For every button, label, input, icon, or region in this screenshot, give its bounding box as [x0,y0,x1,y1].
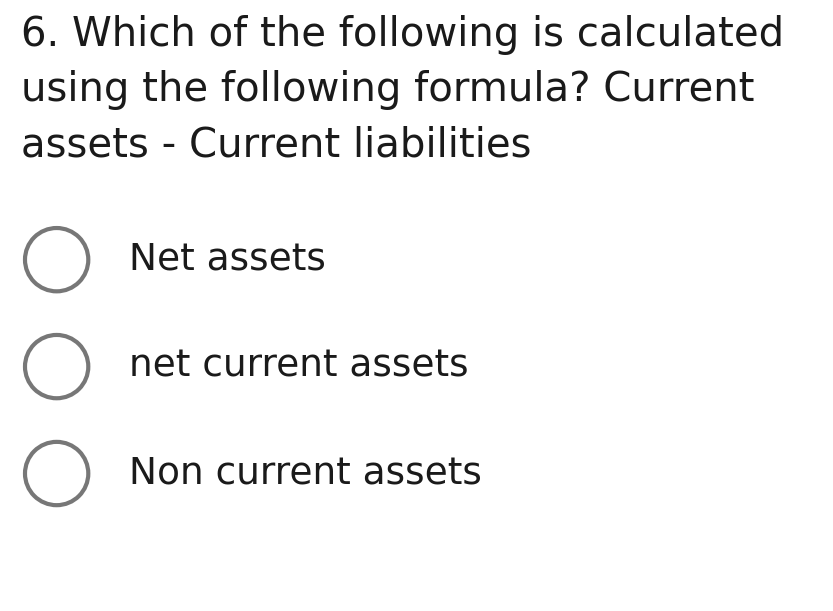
Text: 6. Which of the following is calculated: 6. Which of the following is calculated [21,15,784,55]
Text: Net assets: Net assets [129,242,326,277]
Text: Non current assets: Non current assets [129,456,482,491]
Text: assets - Current liabilities: assets - Current liabilities [21,125,531,165]
Text: using the following formula? Current: using the following formula? Current [21,70,755,110]
Text: net current assets: net current assets [129,349,469,384]
